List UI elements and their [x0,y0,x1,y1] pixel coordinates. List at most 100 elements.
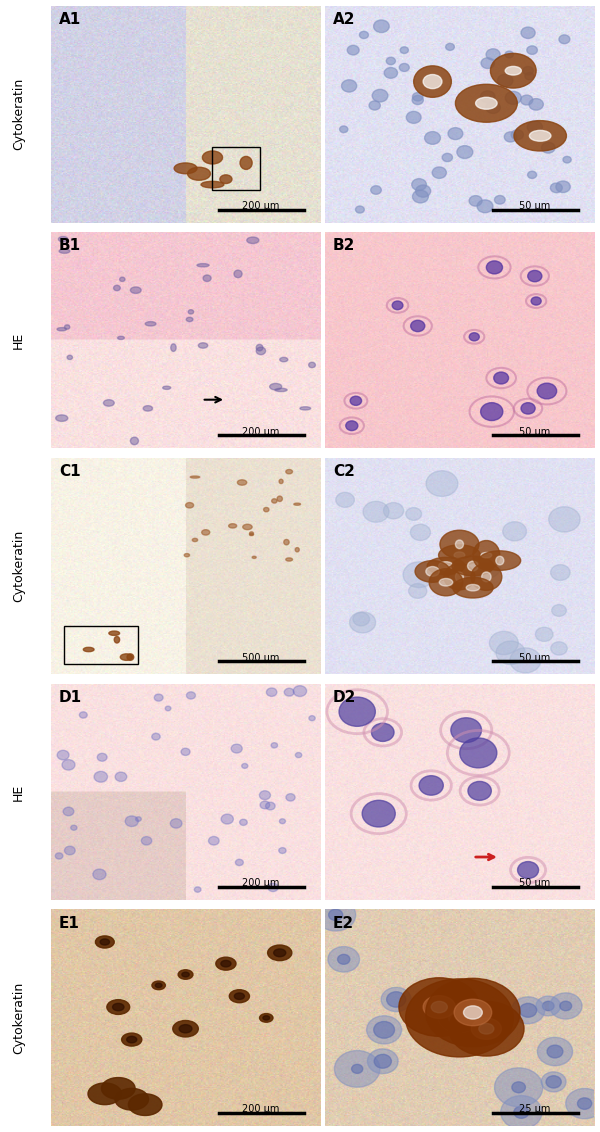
Circle shape [432,166,446,179]
Circle shape [136,817,141,822]
Ellipse shape [58,237,68,242]
Circle shape [460,738,497,767]
Circle shape [235,859,244,866]
Circle shape [266,803,275,809]
Ellipse shape [59,249,70,254]
Ellipse shape [274,949,286,957]
Circle shape [309,715,315,721]
Ellipse shape [67,355,73,360]
Circle shape [260,801,270,809]
Circle shape [63,807,74,816]
Circle shape [392,301,403,310]
Circle shape [231,744,242,753]
Ellipse shape [268,945,292,961]
Text: D1: D1 [59,691,82,705]
Circle shape [152,734,160,740]
Circle shape [371,186,382,195]
Circle shape [94,771,107,782]
Ellipse shape [481,552,492,558]
Ellipse shape [275,388,287,392]
Circle shape [457,146,473,158]
Circle shape [514,1106,529,1118]
Circle shape [559,35,570,44]
Circle shape [518,861,539,878]
Circle shape [353,612,370,626]
Circle shape [563,156,571,163]
Ellipse shape [482,572,491,582]
Ellipse shape [120,654,133,660]
Circle shape [521,403,535,414]
Circle shape [367,1015,401,1044]
Ellipse shape [118,336,124,340]
Circle shape [170,818,182,829]
Circle shape [531,297,541,306]
Circle shape [400,63,409,71]
Ellipse shape [449,1002,524,1056]
Ellipse shape [426,566,439,576]
Ellipse shape [229,524,236,528]
Ellipse shape [514,121,566,151]
Ellipse shape [467,561,478,571]
Circle shape [316,899,356,931]
Ellipse shape [216,958,236,970]
Circle shape [406,111,421,123]
Ellipse shape [184,554,190,557]
Ellipse shape [423,996,455,1019]
Circle shape [523,67,533,75]
Circle shape [481,91,495,103]
Circle shape [413,93,423,101]
Text: HE: HE [12,783,25,800]
Circle shape [352,1064,363,1073]
Text: 50 μm: 50 μm [519,652,550,662]
Ellipse shape [496,556,504,565]
Circle shape [496,641,525,664]
Circle shape [475,1013,512,1043]
Ellipse shape [279,479,283,483]
Circle shape [372,89,388,102]
Text: 50 μm: 50 μm [519,427,550,437]
Ellipse shape [127,654,134,660]
Ellipse shape [247,237,259,243]
Circle shape [527,121,542,134]
Ellipse shape [444,564,475,590]
Ellipse shape [529,130,551,142]
Circle shape [363,501,389,522]
Circle shape [416,185,431,197]
Circle shape [504,131,517,142]
Ellipse shape [439,561,454,571]
Ellipse shape [143,405,152,411]
Ellipse shape [199,343,208,349]
Ellipse shape [171,344,176,351]
Ellipse shape [284,540,289,544]
Circle shape [551,565,570,581]
Ellipse shape [454,1000,492,1026]
Circle shape [374,1054,391,1069]
Bar [64,626,139,663]
Circle shape [538,1037,572,1065]
Ellipse shape [155,984,162,987]
Circle shape [406,507,422,521]
Circle shape [505,92,521,104]
Circle shape [412,179,427,190]
Circle shape [187,692,196,700]
Circle shape [410,524,430,540]
Circle shape [355,206,364,213]
Ellipse shape [220,174,232,183]
Circle shape [142,837,152,844]
Ellipse shape [190,475,200,478]
Ellipse shape [188,310,194,314]
Circle shape [442,153,452,162]
Ellipse shape [56,415,68,421]
Circle shape [328,946,359,972]
Ellipse shape [88,1083,122,1105]
Ellipse shape [455,572,463,582]
Ellipse shape [427,557,465,575]
Ellipse shape [471,1018,502,1039]
Ellipse shape [415,560,450,582]
Circle shape [259,791,271,799]
Ellipse shape [201,181,224,188]
Circle shape [374,20,389,33]
Ellipse shape [114,636,119,643]
Circle shape [293,686,307,696]
Circle shape [486,49,500,60]
